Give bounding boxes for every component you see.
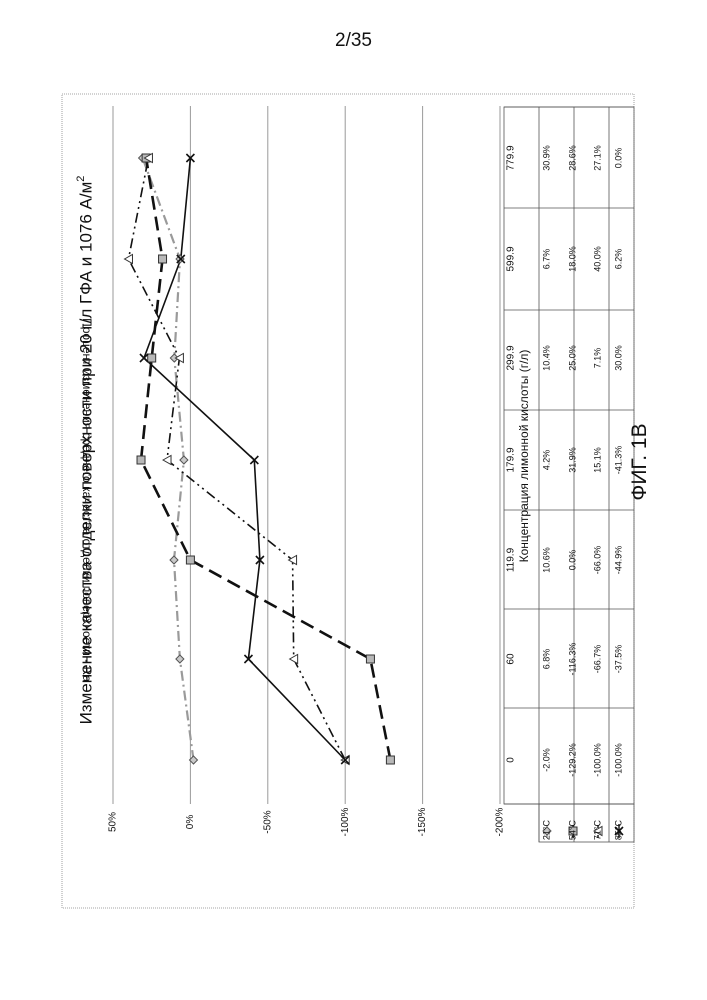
diamond-marker (176, 655, 184, 663)
data-label: 0.0% (567, 550, 577, 571)
title-superscript: 2 (75, 176, 87, 182)
data-label: -100.0% (592, 743, 602, 777)
figure-caption: ФИГ. 1В (628, 402, 652, 522)
y-tick-label: -50% (262, 810, 273, 833)
x-tick-label: 60 (506, 653, 517, 665)
series-line (144, 158, 345, 760)
chart-title: Изменение качества отделки поверхности п… (75, 176, 96, 725)
data-label: 10.4% (541, 345, 551, 371)
diamond-marker (170, 556, 178, 564)
triangle-marker (163, 456, 171, 465)
square-marker (148, 354, 156, 362)
y-tick-labels: 50% 0% -50% -100% -150% -200% (108, 807, 506, 836)
x-tick-label: 299.9 (506, 345, 517, 370)
data-label: -116.3% (567, 643, 577, 676)
square-marker (137, 456, 145, 464)
legend-entry: 54°C (567, 819, 577, 840)
data-label: 6.7% (541, 249, 551, 270)
data-label: 4.2% (541, 450, 551, 471)
x-marker (140, 354, 148, 362)
square-marker (366, 655, 374, 663)
data-label: -2.0% (541, 748, 551, 772)
data-label: 28.6% (567, 145, 577, 171)
square-marker (159, 255, 167, 263)
data-label: -129.2% (567, 743, 577, 777)
y-tick-label: 50% (108, 812, 119, 832)
series-markers (124, 154, 394, 765)
y-tick-label: -150% (417, 807, 428, 836)
square-marker (386, 756, 394, 764)
data-label: 0.0% (613, 148, 623, 169)
data-label: 25.0% (567, 345, 577, 371)
triangle-marker (124, 255, 132, 264)
legend-entry: 85°C (613, 819, 623, 840)
triangle-marker (290, 655, 298, 664)
legend-entry: 21°C (541, 819, 551, 840)
x-axis-title: Концентрация лимонной кислоты (г/л) (517, 350, 531, 563)
data-label: 10.6% (541, 547, 551, 573)
data-label: 15.1% (592, 447, 602, 473)
data-label: 7.1% (592, 348, 602, 369)
data-label: -44.9% (613, 546, 623, 575)
square-marker (186, 556, 194, 564)
x-tick-label: 179.9 (506, 447, 517, 472)
x-tick-label: 779.9 (506, 145, 517, 170)
x-tick-label: 119.9 (506, 547, 517, 572)
x-tick-label: 0 (506, 757, 517, 763)
data-label: 30.0% (613, 345, 623, 371)
chart-frame (62, 94, 634, 908)
data-label: 31.9% (567, 447, 577, 473)
diamond-marker (180, 456, 188, 464)
y-tick-label: -200% (495, 807, 506, 836)
x-tick-label: 599.9 (506, 246, 517, 271)
data-label: 18.0% (567, 246, 577, 272)
data-label: 6.8% (541, 649, 551, 670)
data-label: -41.3% (613, 446, 623, 475)
data-label: 30.9% (541, 145, 551, 171)
series-line (141, 158, 390, 760)
y-tick-label: 0% (185, 815, 196, 830)
data-label: -66.7% (592, 645, 602, 674)
data-label: -100.0% (613, 743, 623, 777)
data-label: -66.0% (592, 546, 602, 575)
data-label: 27.1% (592, 145, 602, 171)
data-label: 40.0% (592, 246, 602, 272)
y-tick-label: -100% (340, 807, 351, 836)
data-label: -37.5% (613, 645, 623, 674)
data-label: 6.2% (613, 249, 623, 270)
legend-entry: 71°C (592, 819, 602, 840)
